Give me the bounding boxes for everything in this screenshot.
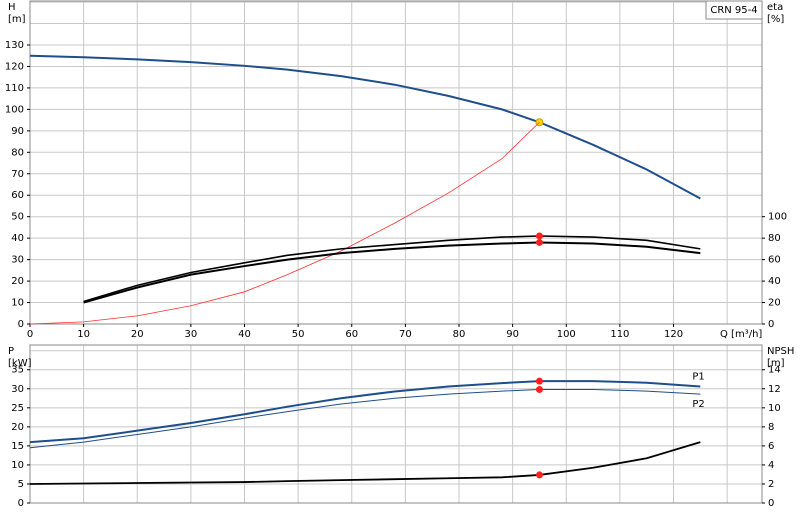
y-tick-label: 80 xyxy=(11,147,24,158)
series-line xyxy=(83,241,701,304)
y-tick-label: 10 xyxy=(11,298,24,309)
y2-axis-label: NPSH xyxy=(767,346,794,357)
y-tick-label: 40 xyxy=(11,233,24,244)
y-tick-label: 30 xyxy=(11,384,24,395)
y-tick-label: 5 xyxy=(18,479,24,490)
plot-frame xyxy=(29,344,763,504)
x-tick-label: 110 xyxy=(610,329,629,340)
y2-axis-unit: [m] xyxy=(767,358,785,369)
plot-frame xyxy=(29,0,763,325)
series-label: P2 xyxy=(692,399,704,410)
y-axis-unit: [m] xyxy=(8,14,26,25)
x-tick-label: 20 xyxy=(131,329,144,340)
y-tick-label: 0 xyxy=(18,498,24,509)
series-line xyxy=(29,121,540,325)
x-tick-label: 60 xyxy=(345,329,358,340)
y2-tick-label: 8 xyxy=(768,422,774,433)
y-tick-label: 30 xyxy=(11,255,24,266)
series-label: P1 xyxy=(692,371,704,382)
x-tick-label: 80 xyxy=(453,329,466,340)
y2-axis-label: eta xyxy=(767,2,783,13)
series-line xyxy=(29,389,701,449)
y2-tick-label: 0 xyxy=(768,498,774,509)
y-tick-label: 25 xyxy=(11,403,24,414)
y-tick-label: 10 xyxy=(11,460,24,471)
duty-point xyxy=(535,386,543,394)
series-line xyxy=(29,441,701,485)
series-line xyxy=(83,235,701,303)
y2-tick-label: 12 xyxy=(768,384,781,395)
y2-axis-unit: [%] xyxy=(767,14,784,25)
x-tick-label: 70 xyxy=(399,329,412,340)
x-tick-label: 30 xyxy=(185,329,198,340)
y2-tick-label: 60 xyxy=(768,255,781,266)
y-axis-unit: [kW] xyxy=(8,358,32,369)
y-tick-label: 110 xyxy=(5,83,24,94)
y-tick-label: 60 xyxy=(11,190,24,201)
x-tick-label: 90 xyxy=(506,329,519,340)
y2-tick-label: 20 xyxy=(768,298,781,309)
x-tick-label: 40 xyxy=(238,329,251,340)
product-box xyxy=(705,0,763,20)
y2-tick-label: 4 xyxy=(768,460,774,471)
y-tick-label: 120 xyxy=(5,61,24,72)
y-tick-label: 20 xyxy=(11,422,24,433)
y-tick-label: 90 xyxy=(11,126,24,137)
x-axis-label: Q [m³/h] xyxy=(720,329,762,340)
duty-point xyxy=(535,238,543,246)
x-tick-label: 120 xyxy=(664,329,683,340)
y-tick-label: 15 xyxy=(11,441,24,452)
product-label: CRN 95-4 xyxy=(710,5,757,16)
y-tick-label: 0 xyxy=(18,319,24,330)
y2-tick-label: 10 xyxy=(768,403,781,414)
y-tick-label: 35 xyxy=(11,365,24,376)
x-tick-label: 10 xyxy=(77,329,90,340)
duty-point xyxy=(535,377,543,385)
y2-tick-label: 14 xyxy=(768,365,781,376)
x-tick-label: 0 xyxy=(27,329,33,340)
series-line xyxy=(29,54,701,200)
y2-tick-label: 40 xyxy=(768,276,781,287)
y2-tick-label: 80 xyxy=(768,233,781,244)
y-tick-label: 70 xyxy=(11,169,24,180)
y2-tick-label: 6 xyxy=(768,441,774,452)
y-axis-label: H xyxy=(8,2,16,13)
y2-tick-label: 0 xyxy=(768,319,774,330)
y-axis-label: P xyxy=(8,346,14,357)
series-line xyxy=(29,380,701,444)
x-tick-label: 50 xyxy=(292,329,305,340)
y-tick-label: 130 xyxy=(5,40,24,51)
y2-tick-label: 100 xyxy=(768,212,787,223)
x-tick-label: 100 xyxy=(557,329,576,340)
y-tick-label: 100 xyxy=(5,104,24,115)
duty-point xyxy=(535,471,543,479)
duty-point xyxy=(535,232,543,240)
y2-tick-label: 2 xyxy=(768,479,774,490)
y-tick-label: 50 xyxy=(11,212,24,223)
y-tick-label: 20 xyxy=(11,276,24,287)
